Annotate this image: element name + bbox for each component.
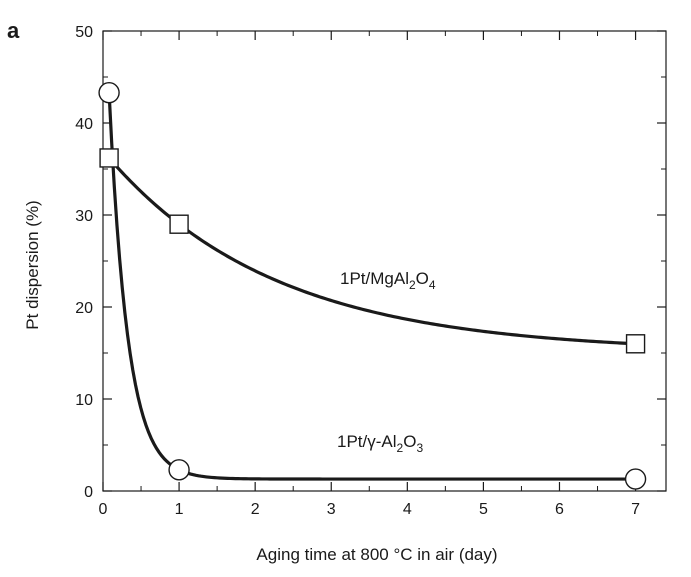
panel-label: a <box>7 18 20 43</box>
fit-curve-1 <box>107 91 638 481</box>
plot-border <box>102 30 667 492</box>
x-tick-label: 2 <box>251 501 260 518</box>
x-tick-label: 0 <box>99 501 108 518</box>
x-tick-label: 3 <box>327 501 336 518</box>
x-axis-title: Aging time at 800 °C in air (day) <box>256 545 497 564</box>
y-tick-label: 50 <box>75 24 93 41</box>
fit-curve-0 <box>107 156 638 346</box>
square-marker <box>99 148 119 168</box>
x-tick-label: 5 <box>479 501 488 518</box>
y-tick-label: 20 <box>75 300 93 317</box>
square-marker <box>169 214 189 234</box>
y-axis: 0 10 20 30 40 50 <box>75 24 666 501</box>
square-marker <box>625 334 646 354</box>
series-label-mgal2o4: 1Pt/MgAl2O4 <box>340 269 436 292</box>
plot-frame <box>102 30 667 492</box>
circle-marker <box>624 468 647 490</box>
data-markers <box>98 81 647 490</box>
x-tick-label: 1 <box>175 501 184 518</box>
y-axis-title: Pt dispersion (%) <box>23 200 42 329</box>
x-tick-label: 4 <box>403 501 412 518</box>
circle-marker <box>98 81 120 104</box>
x-axis: 0 1 2 3 4 5 6 7 <box>99 31 640 518</box>
series-label-al2o3: 1Pt/γ-Al2O3 <box>337 432 423 455</box>
x-tick-label: 7 <box>631 501 640 518</box>
fit-curves <box>107 91 638 481</box>
circle-marker <box>168 459 190 481</box>
y-tick-label: 0 <box>84 484 93 501</box>
y-tick-label: 10 <box>75 392 93 409</box>
y-tick-label: 40 <box>75 116 93 133</box>
x-tick-label: 6 <box>555 501 564 518</box>
y-tick-label: 30 <box>75 208 93 225</box>
